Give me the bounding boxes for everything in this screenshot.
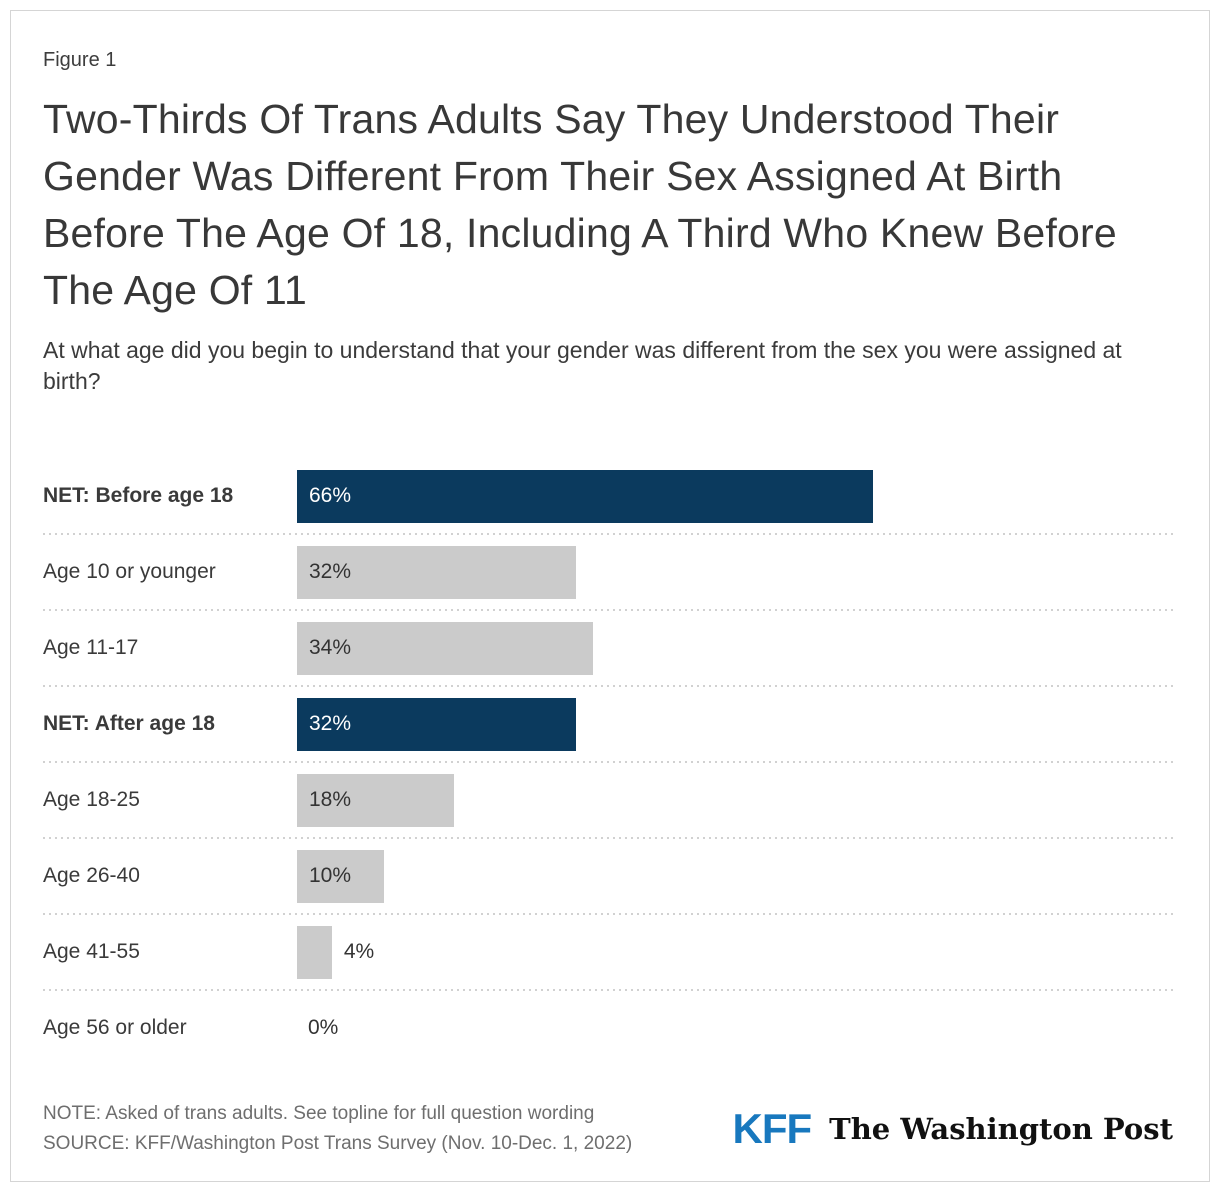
chart-row: Age 18-25 18% bbox=[43, 762, 1177, 839]
source-line: SOURCE: KFF/Washington Post Trans Survey… bbox=[43, 1133, 633, 1154]
category-label: NET: Before age 18 bbox=[43, 484, 234, 507]
bar: 32% bbox=[297, 545, 577, 599]
chart-row: Age 26-40 10% bbox=[43, 838, 1177, 915]
bar-area: 34% bbox=[297, 621, 1177, 675]
washington-post-logo: The Washington Post bbox=[829, 1111, 1173, 1146]
category-label: Age 41-55 bbox=[43, 940, 140, 963]
bar-area: 18% bbox=[297, 773, 1177, 827]
chart-title: Two-Thirds Of Trans Adults Say They Unde… bbox=[43, 96, 1117, 313]
note-line: NOTE: Asked of trans adults. See topline… bbox=[43, 1103, 595, 1124]
bar bbox=[297, 925, 332, 979]
category-label: Age 26-40 bbox=[43, 864, 140, 887]
category-label: NET: After age 18 bbox=[43, 712, 215, 735]
bar-area: 4% bbox=[297, 925, 1177, 979]
value-label: 34% bbox=[309, 636, 352, 659]
bar: 66% bbox=[297, 469, 873, 523]
value-label: 32% bbox=[309, 560, 352, 583]
value-label: 32% bbox=[309, 712, 352, 735]
bar-chart: NET: Before age 18 66% Age 10 or younger… bbox=[43, 458, 1177, 1066]
category-label: Age 56 or older bbox=[43, 1016, 187, 1039]
figure-label: Figure 1 bbox=[43, 49, 117, 71]
footer-notes: NOTE: Asked of trans adults. See topline… bbox=[43, 1099, 632, 1159]
chart-row: NET: Before age 18 66% bbox=[43, 458, 1177, 535]
chart-row: Age 56 or older 0% bbox=[43, 990, 1177, 1066]
figure-frame: Figure 1 Two-Thirds Of Trans Adults Say … bbox=[10, 10, 1210, 1182]
bar-area: 0% bbox=[297, 1002, 1177, 1055]
bar: 18% bbox=[297, 773, 454, 827]
category-label: Age 18-25 bbox=[43, 788, 140, 811]
category-label: Age 11-17 bbox=[43, 636, 139, 659]
bar-area: 32% bbox=[297, 545, 1177, 599]
value-label: 66% bbox=[309, 484, 352, 507]
figure-content: Figure 1 Two-Thirds Of Trans Adults Say … bbox=[11, 11, 1209, 1181]
chart-row: Age 11-17 34% bbox=[43, 610, 1177, 687]
footer: NOTE: Asked of trans adults. See topline… bbox=[43, 1099, 1177, 1159]
chart-row: Age 41-55 4% bbox=[43, 914, 1177, 991]
value-label: 18% bbox=[309, 788, 352, 811]
bar: 34% bbox=[297, 621, 594, 675]
footer-logos: KFF The Washington Post bbox=[732, 1108, 1177, 1150]
chart-row: Age 10 or younger 32% bbox=[43, 534, 1177, 611]
value-label: 4% bbox=[343, 940, 375, 963]
bar-area: 32% bbox=[297, 697, 1177, 751]
category-label: Age 10 or younger bbox=[43, 560, 216, 583]
bar-area: 66% bbox=[297, 469, 1177, 523]
chart-subtitle: At what age did you begin to understand … bbox=[43, 337, 1122, 394]
value-label: 10% bbox=[309, 864, 352, 887]
value-label: 0% bbox=[308, 1016, 339, 1039]
bar: 32% bbox=[297, 697, 577, 751]
bar-area: 10% bbox=[297, 849, 1177, 903]
kff-logo: KFF bbox=[732, 1105, 812, 1152]
bar: 10% bbox=[297, 849, 385, 903]
chart-row: NET: After age 18 32% bbox=[43, 686, 1177, 763]
